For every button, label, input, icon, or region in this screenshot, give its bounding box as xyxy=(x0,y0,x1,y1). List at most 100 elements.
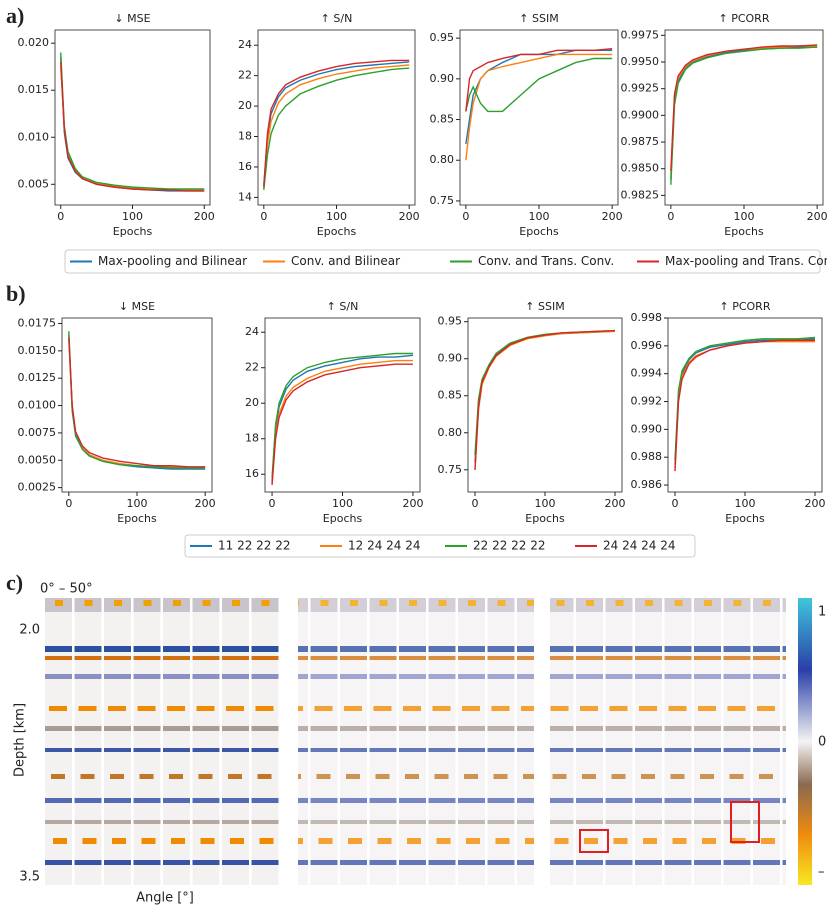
y-tick-label: 0.994 xyxy=(631,367,663,380)
x-tick-label: 0 xyxy=(462,210,469,223)
chart-title: ↑ SSIM xyxy=(519,12,558,25)
seismic-image xyxy=(550,598,786,885)
x-tick-label: 100 xyxy=(734,210,755,223)
y-tick-label: 22 xyxy=(245,361,259,374)
depth-tick-label: 3.5 xyxy=(19,870,40,885)
y-tick-label: 0.75 xyxy=(430,194,455,207)
x-tick-label: 200 xyxy=(402,497,423,510)
x-tick-label: 200 xyxy=(602,210,623,223)
x-axis-label: Epochs xyxy=(113,225,153,238)
series-line xyxy=(68,339,206,469)
colorbar-label: 1 xyxy=(818,605,826,620)
y-tick-label: 22 xyxy=(238,69,252,82)
angle-range: 0° – 50° xyxy=(40,582,93,597)
legend-label: Max-pooling and Bilinear xyxy=(98,254,247,268)
legend-label: Max-pooling and Trans. Conv. xyxy=(665,254,827,268)
x-tick-label: 100 xyxy=(535,497,556,510)
panel-label: c) xyxy=(6,570,23,595)
x-axis-label: Epochs xyxy=(117,512,157,525)
highlight-box xyxy=(730,801,760,843)
series-line xyxy=(465,57,613,113)
series-line xyxy=(60,61,205,192)
legend-label: Conv. and Trans. Conv. xyxy=(478,254,614,268)
plot-frame xyxy=(459,29,619,206)
y-tick-label: 0.0100 xyxy=(18,399,57,412)
y-tick-label: 0.80 xyxy=(430,153,455,166)
y-tick-label: 0.90 xyxy=(438,352,463,365)
y-tick-label: 0.020 xyxy=(18,36,50,49)
series-line xyxy=(60,57,205,192)
legend-label: 22 22 22 22 xyxy=(473,539,546,553)
y-tick-label: 24 xyxy=(238,38,252,51)
plot-frame xyxy=(664,29,824,206)
y-tick-label: 0.75 xyxy=(438,463,463,476)
y-tick-label: 18 xyxy=(245,432,259,445)
series-line xyxy=(60,66,205,191)
x-tick-label: 0 xyxy=(472,497,479,510)
plot-frame xyxy=(54,29,211,206)
y-tick-label: 0.0075 xyxy=(18,426,57,439)
x-tick-label: 200 xyxy=(605,497,626,510)
chart-title: ↑ PCORR xyxy=(720,300,771,313)
highlight-box xyxy=(579,829,609,853)
y-tick-label: 0.95 xyxy=(430,31,455,44)
y-tick-label: 0.0050 xyxy=(18,453,57,466)
x-tick-label: 100 xyxy=(127,497,148,510)
y-tick-label: 0.0175 xyxy=(18,316,57,329)
chart-title: ↓ MSE xyxy=(114,12,150,25)
y-tick-label: 0.9975 xyxy=(621,28,660,41)
x-tick-label: 0 xyxy=(260,210,267,223)
x-tick-label: 0 xyxy=(672,497,679,510)
series-line xyxy=(465,48,613,112)
y-tick-label: 0.9850 xyxy=(621,162,660,175)
x-tick-label: 100 xyxy=(529,210,550,223)
x-tick-label: 0 xyxy=(57,210,64,223)
y-tick-label: 24 xyxy=(245,325,259,338)
series-line xyxy=(474,329,616,470)
y-tick-label: 0.992 xyxy=(631,395,663,408)
y-tick-label: 20 xyxy=(238,99,252,112)
legend-box xyxy=(64,249,821,274)
y-tick-label: 0.005 xyxy=(18,177,50,190)
series-line xyxy=(68,337,206,468)
panel-label: a) xyxy=(6,3,24,28)
series-line xyxy=(670,44,818,171)
series-line xyxy=(474,329,616,456)
x-tick-label: 200 xyxy=(195,497,216,510)
series-line xyxy=(263,64,410,189)
y-tick-label: 18 xyxy=(238,130,252,143)
series-line xyxy=(263,59,410,187)
series-line xyxy=(674,339,815,472)
series-line xyxy=(271,359,413,484)
y-tick-label: 0.85 xyxy=(438,389,463,402)
series-line xyxy=(263,67,410,190)
x-tick-label: 0 xyxy=(667,210,674,223)
x-tick-label: 200 xyxy=(399,210,420,223)
x-tick-label: 100 xyxy=(122,210,143,223)
plot-frame xyxy=(667,317,823,493)
x-axis-label: Epochs xyxy=(323,512,363,525)
plot-frame xyxy=(467,317,623,493)
y-tick-label: 14 xyxy=(238,190,252,203)
series-line xyxy=(68,334,206,470)
chart-title: ↑ SSIM xyxy=(525,300,564,313)
y-tick-label: 16 xyxy=(245,467,259,480)
y-tick-label: 16 xyxy=(238,160,252,173)
y-tick-label: 0.0125 xyxy=(18,371,57,384)
y-tick-label: 0.0150 xyxy=(18,344,57,357)
colorbar xyxy=(798,598,812,885)
legend-label: 24 24 24 24 xyxy=(603,539,676,553)
y-tick-label: 0.90 xyxy=(430,72,455,85)
y-tick-label: 0.9950 xyxy=(621,55,660,68)
y-tick-label: 0.988 xyxy=(631,450,663,463)
y-axis-label: Depth [km] xyxy=(13,703,28,777)
x-axis-label: Angle [°] xyxy=(136,891,194,906)
x-tick-label: 0 xyxy=(65,497,72,510)
x-axis-label: Epochs xyxy=(724,225,764,238)
y-tick-label: 0.998 xyxy=(631,311,663,324)
colorbar-label: 0 xyxy=(818,735,826,750)
chart-title: ↓ MSE xyxy=(119,300,155,313)
chart-title: ↑ S/N xyxy=(327,300,359,313)
legend-label: 11 22 22 22 xyxy=(218,539,291,553)
